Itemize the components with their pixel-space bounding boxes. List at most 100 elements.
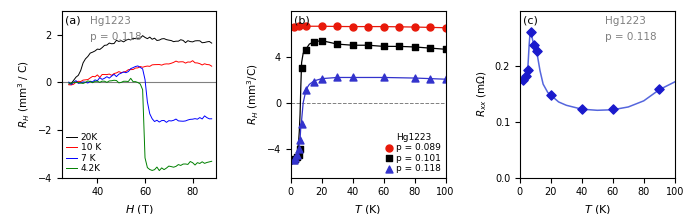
- p = 0.089: [409, 25, 420, 29]
- X-axis label: $T$ (K): $T$ (K): [584, 203, 611, 214]
- p = 0.089: [301, 25, 312, 28]
- p = 0.089: [425, 26, 436, 29]
- Line: 10 K: 10 K: [68, 61, 212, 85]
- 20K: [98, 46, 106, 49]
- 10 K: [101, 73, 109, 76]
- p = 0.101: [293, 153, 304, 156]
- p = 0.101: [409, 45, 420, 49]
- p = 0.101: [290, 158, 301, 161]
- 7 K: [143, 101, 151, 103]
- p = 0.101: [425, 46, 436, 50]
- 7 K: [114, 73, 123, 76]
- X-axis label: $T$ (K): $T$ (K): [354, 203, 382, 214]
- Point: [528, 43, 539, 47]
- 20K: [114, 40, 123, 43]
- p = 0.118: [288, 159, 299, 162]
- Point: [576, 107, 587, 111]
- 20K: [138, 34, 147, 37]
- p = 0.101: [363, 43, 374, 47]
- Text: (a): (a): [65, 16, 80, 26]
- 7 K: [64, 81, 73, 83]
- p = 0.089: [293, 25, 304, 28]
- X-axis label: $H$ (T): $H$ (T): [125, 203, 153, 214]
- 10 K: [143, 65, 151, 67]
- 10 K: [67, 84, 75, 86]
- p = 0.118: [409, 76, 420, 80]
- 4.2K: [193, 161, 201, 164]
- p = 0.101: [394, 45, 405, 48]
- p = 0.089: [332, 25, 342, 28]
- 20K: [208, 42, 216, 44]
- 7 K: [193, 118, 201, 120]
- p = 0.089: [288, 25, 299, 28]
- Y-axis label: $R_{xx}$ (m$\Omega$): $R_{xx}$ (m$\Omega$): [475, 71, 489, 117]
- 10 K: [96, 76, 104, 79]
- p = 0.118: [295, 138, 306, 141]
- 7 K: [153, 119, 161, 122]
- p = 0.118: [292, 153, 303, 156]
- p = 0.118: [347, 76, 358, 79]
- p = 0.089: [363, 25, 374, 28]
- 4.2K: [143, 166, 151, 169]
- Line: 7 K: 7 K: [68, 66, 212, 122]
- p = 0.101: [316, 39, 327, 42]
- p = 0.089: [378, 25, 389, 28]
- Point: [518, 79, 529, 82]
- 10 K: [117, 71, 125, 74]
- 4.2K: [114, 82, 123, 84]
- 10 K: [64, 83, 73, 86]
- Point: [545, 94, 556, 97]
- p = 0.101: [288, 159, 299, 162]
- p = 0.101: [295, 147, 306, 151]
- p = 0.101: [347, 43, 358, 47]
- p = 0.089: [347, 25, 358, 28]
- p = 0.101: [440, 48, 451, 51]
- Legend: 20K, 10 K, 7 K, 4.2K: 20K, 10 K, 7 K, 4.2K: [66, 133, 101, 173]
- p = 0.118: [440, 77, 451, 81]
- p = 0.118: [316, 77, 327, 80]
- Text: Hg1223: Hg1223: [90, 16, 130, 26]
- Text: (c): (c): [523, 16, 538, 26]
- 4.2K: [64, 82, 73, 84]
- 20K: [153, 39, 161, 42]
- 4.2K: [153, 166, 161, 168]
- Point: [525, 30, 536, 34]
- Y-axis label: $R_H$ (mm$^3$/C): $R_H$ (mm$^3$/C): [246, 64, 261, 125]
- 4.2K: [155, 169, 164, 172]
- p = 0.101: [301, 48, 312, 52]
- Line: 4.2K: 4.2K: [68, 78, 212, 171]
- Line: 20K: 20K: [68, 36, 212, 84]
- p = 0.118: [296, 122, 307, 125]
- 7 K: [162, 121, 171, 124]
- p = 0.089: [394, 25, 405, 28]
- p = 0.118: [332, 76, 342, 79]
- p = 0.118: [378, 76, 389, 79]
- 20K: [93, 48, 101, 50]
- p = 0.118: [290, 156, 301, 160]
- Y-axis label: $R_H$ (mm$^3$ / C): $R_H$ (mm$^3$ / C): [16, 60, 32, 128]
- Legend: Hg1223, p = 0.089, p = 0.101, p = 0.118: Hg1223, p = 0.089, p = 0.101, p = 0.118: [386, 133, 441, 173]
- 7 K: [134, 65, 142, 67]
- p = 0.101: [308, 40, 319, 43]
- p = 0.118: [308, 80, 319, 84]
- p = 0.118: [301, 88, 312, 92]
- 10 K: [188, 59, 197, 62]
- p = 0.118: [425, 77, 436, 80]
- Point: [653, 87, 664, 90]
- Point: [532, 49, 543, 52]
- p = 0.101: [332, 42, 342, 46]
- 7 K: [93, 79, 101, 82]
- p = 0.118: [293, 147, 304, 151]
- p = 0.101: [296, 67, 307, 70]
- p = 0.089: [440, 26, 451, 30]
- 10 K: [208, 65, 216, 67]
- 4.2K: [98, 80, 106, 82]
- Point: [522, 68, 533, 72]
- 20K: [64, 83, 73, 85]
- 10 K: [153, 63, 161, 66]
- p = 0.101: [292, 155, 303, 159]
- Point: [521, 75, 532, 78]
- Text: p = 0.118: p = 0.118: [90, 32, 141, 42]
- 20K: [143, 37, 151, 40]
- 4.2K: [208, 160, 216, 163]
